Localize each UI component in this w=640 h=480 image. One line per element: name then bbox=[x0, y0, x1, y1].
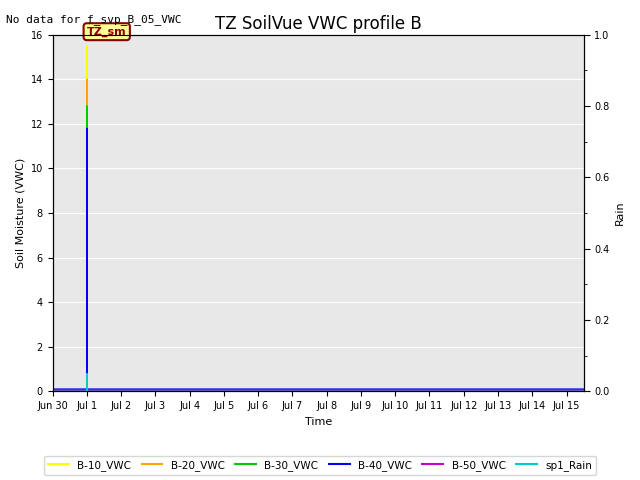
Text: No data for f_svp_B_05_VWC: No data for f_svp_B_05_VWC bbox=[6, 14, 182, 25]
Text: TZ_sm: TZ_sm bbox=[87, 26, 127, 37]
X-axis label: Time: Time bbox=[305, 417, 332, 427]
Y-axis label: Rain: Rain bbox=[615, 201, 625, 225]
Legend: B-10_VWC, B-20_VWC, B-30_VWC, B-40_VWC, B-50_VWC, sp1_Rain: B-10_VWC, B-20_VWC, B-30_VWC, B-40_VWC, … bbox=[44, 456, 596, 475]
Title: TZ SoilVue VWC profile B: TZ SoilVue VWC profile B bbox=[215, 15, 422, 33]
Y-axis label: Soil Moisture (VWC): Soil Moisture (VWC) bbox=[15, 158, 25, 268]
